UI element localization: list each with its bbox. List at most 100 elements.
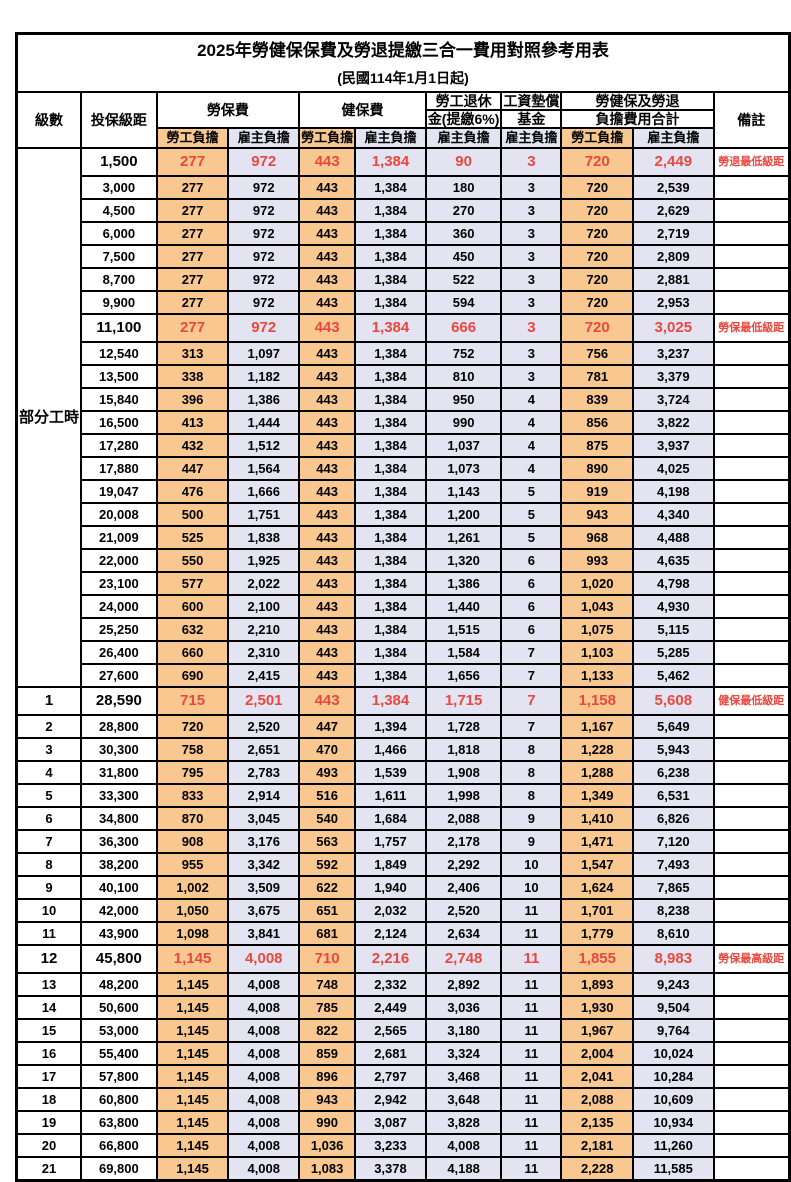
cell-health-employer: 1,384 — [354, 640, 427, 665]
cell-health-employee: 1,083 — [298, 1156, 357, 1182]
cell-pension-employer: 1,515 — [424, 617, 503, 642]
cell-health-employer: 1,384 — [354, 147, 427, 177]
cell-labor-employer: 2,210 — [227, 617, 301, 642]
cell-bracket: 30,300 — [80, 737, 158, 762]
cell-health-employer: 1,384 — [354, 548, 427, 573]
cell-labor-employer: 1,564 — [227, 456, 301, 481]
cell-level: 5 — [15, 783, 83, 808]
cell-health-employer: 1,384 — [354, 313, 427, 343]
cell-health-employee: 592 — [298, 852, 357, 877]
cell-total-employee: 720 — [560, 175, 635, 200]
cell-total-employee: 1,701 — [560, 898, 635, 923]
cell-total-employee: 720 — [560, 147, 635, 177]
cell-labor-employer: 1,182 — [227, 364, 301, 389]
cell-total-employee: 968 — [560, 525, 635, 550]
cell-pension-employer: 1,200 — [424, 502, 503, 527]
cell-pension-employer: 2,088 — [424, 806, 503, 831]
cell-pension-employer: 1,728 — [424, 714, 503, 739]
cell-total-employee: 1,043 — [560, 594, 635, 619]
cell-labor-employee: 1,145 — [155, 995, 230, 1020]
cell-health-employer: 1,384 — [354, 456, 427, 481]
cell-fund-employer: 8 — [500, 760, 563, 785]
cell-level: 13 — [15, 972, 83, 997]
cell-total-employer: 10,024 — [632, 1041, 715, 1066]
cell-labor-employee: 1,145 — [155, 1018, 230, 1043]
cell-bracket: 40,100 — [80, 875, 158, 900]
table-row: 9 40,100 1,002 3,509 622 1,940 2,406 10 1,624 7,8… — [15, 875, 791, 900]
cell-labor-employee: 632 — [155, 617, 230, 642]
cell-bracket: 19,047 — [80, 479, 158, 504]
cell-health-employee: 540 — [298, 806, 357, 831]
cell-total-employee: 720 — [560, 290, 635, 315]
cell-labor-employer: 4,008 — [227, 1110, 301, 1135]
cell-labor-employer: 4,008 — [227, 1087, 301, 1112]
subheader-total-employer: 雇主負擔 — [632, 127, 715, 149]
cell-total-employer: 11,585 — [632, 1156, 715, 1182]
cell-bracket: 25,250 — [80, 617, 158, 642]
cell-labor-employee: 500 — [155, 502, 230, 527]
cell-labor-employer: 2,520 — [227, 714, 301, 739]
cell-bracket: 57,800 — [80, 1064, 158, 1089]
header-total-line1: 勞健保及勞退 — [560, 91, 715, 111]
cell-remark — [712, 921, 791, 946]
cell-pension-employer: 1,818 — [424, 737, 503, 762]
table-row: 13,500 338 1,182 443 1,384 810 3 781 3,379 — [17, 364, 791, 389]
premium-reference-table-sheet: 2025年勞健保保費及勞退提繳三合一費用對照參考用表 (民國114年1月1日起)… — [15, 32, 791, 1182]
table-row: 4,500 277 972 443 1,384 270 3 720 2,629 — [17, 198, 791, 223]
cell-health-employer: 1,384 — [354, 663, 427, 688]
cell-total-employee: 1,624 — [560, 875, 635, 900]
cell-labor-employer: 4,008 — [227, 995, 301, 1020]
cell-fund-employer: 5 — [500, 479, 563, 504]
cell-pension-employer: 450 — [424, 244, 503, 269]
cell-total-employee: 943 — [560, 502, 635, 527]
cell-fund-employer: 3 — [500, 221, 563, 246]
cell-total-employer: 2,953 — [632, 290, 715, 315]
cell-total-employer: 5,649 — [632, 714, 715, 739]
header-level: 級數 — [15, 91, 83, 149]
cell-health-employer: 3,087 — [354, 1110, 427, 1135]
cell-labor-employee: 476 — [155, 479, 230, 504]
cell-total-employee: 1,020 — [560, 571, 635, 596]
cell-health-employee: 443 — [298, 410, 357, 435]
cell-total-employer: 10,609 — [632, 1087, 715, 1112]
cell-fund-employer: 11 — [500, 1041, 563, 1066]
cell-labor-employer: 1,386 — [227, 387, 301, 412]
cell-total-employee: 890 — [560, 456, 635, 481]
cell-remark — [712, 341, 791, 366]
header-row-group-1: 級數 投保級距 勞保費 健保費 勞工退休 工資墊償 勞健保及勞退 備註 — [15, 91, 791, 149]
table-row: 8,700 277 972 443 1,384 522 3 720 2,881 — [17, 267, 791, 292]
cell-health-employee: 443 — [298, 456, 357, 481]
cell-total-employer: 2,539 — [632, 175, 715, 200]
cell-bracket: 7,500 — [80, 244, 158, 269]
table-row: 7,500 277 972 443 1,384 450 3 720 2,809 — [17, 244, 791, 269]
cell-fund-employer: 3 — [500, 198, 563, 223]
cell-fund-employer: 11 — [500, 1064, 563, 1089]
cell-level: 14 — [15, 995, 83, 1020]
cell-fund-employer: 11 — [500, 1156, 563, 1182]
cell-bracket: 42,000 — [80, 898, 158, 923]
cell-pension-employer: 594 — [424, 290, 503, 315]
cell-fund-employer: 3 — [500, 175, 563, 200]
cell-total-employer: 9,764 — [632, 1018, 715, 1043]
table-row: 12 45,800 1,145 4,008 710 2,216 2,748 11 1,855 8,… — [15, 944, 791, 974]
cell-fund-employer: 6 — [500, 548, 563, 573]
cell-bracket: 66,800 — [80, 1133, 158, 1158]
level-cell-part-time: 部分工時 — [15, 147, 83, 688]
table-row: 部分工時 1,500 277 972 443 1,384 90 3 720 2,449 勞退最低級距 — [15, 147, 791, 688]
cell-remark — [712, 852, 791, 877]
cell-total-employer: 4,635 — [632, 548, 715, 573]
cell-labor-employer: 1,512 — [227, 433, 301, 458]
cell-labor-employer: 4,008 — [227, 1041, 301, 1066]
cell-health-employer: 2,124 — [354, 921, 427, 946]
cell-level: 10 — [15, 898, 83, 923]
cell-pension-employer: 1,386 — [424, 571, 503, 596]
cell-health-employee: 443 — [298, 387, 357, 412]
cell-fund-employer: 11 — [500, 1087, 563, 1112]
cell-total-employee: 2,088 — [560, 1087, 635, 1112]
cell-labor-employee: 690 — [155, 663, 230, 688]
cell-level: 1 — [15, 686, 83, 716]
table-row: 16 55,400 1,145 4,008 859 2,681 3,324 11 2,004 10… — [15, 1041, 791, 1066]
subheader-labor-employee: 勞工負擔 — [155, 127, 230, 149]
cell-health-employer: 1,384 — [354, 198, 427, 223]
cell-health-employee: 443 — [298, 548, 357, 573]
